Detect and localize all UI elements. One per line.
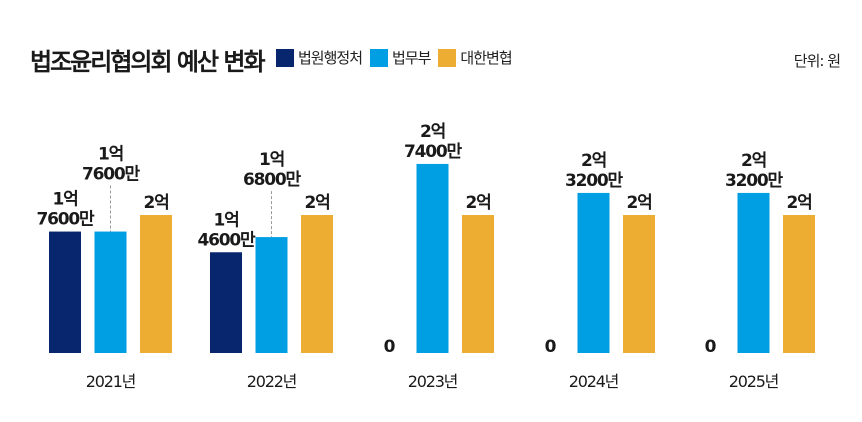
bar-court-admin-2021 <box>49 231 81 353</box>
legend-swatch-bar-association <box>438 48 457 67</box>
chart-title: 법조윤리협의회 예산 변화 <box>30 48 266 76</box>
legend-label-justice-ministry: 법무부 <box>392 49 431 67</box>
value-label-court-admin-2022: 4600만 <box>198 230 257 250</box>
value-label-bar-association-2022: 2억 <box>304 193 329 213</box>
value-label-justice-ministry-2023: 2억 <box>420 122 445 142</box>
value-label-court-admin-2025: 0 <box>705 337 717 357</box>
bar-justice-ministry-2024 <box>577 192 610 353</box>
value-label-justice-ministry-2024: 2억 <box>581 151 606 171</box>
value-label-justice-ministry-2021: 1억 <box>98 145 123 165</box>
legend-swatch-court-admin <box>276 48 294 67</box>
bar-justice-ministry-2023 <box>416 163 449 353</box>
legend: 법원행정처 법무부 대한변협 <box>276 47 520 68</box>
bar-justice-ministry-2025 <box>737 192 770 353</box>
bar-bar-association-2022 <box>301 215 333 353</box>
value-label-justice-ministry-2025: 2억 <box>741 151 766 171</box>
legend-label-court-admin: 법원행정처 <box>298 49 363 67</box>
bar-justice-ministry-2021 <box>94 231 127 353</box>
bar-bar-association-2025 <box>783 215 815 353</box>
bar-bar-association-2024 <box>623 215 655 353</box>
value-label-bar-association-2024: 2억 <box>626 193 651 213</box>
legend-swatch-justice-ministry <box>370 48 389 67</box>
legend-item-bar-association: 대한변협 <box>438 47 513 68</box>
x-tick-label: 2025년 <box>729 372 779 391</box>
value-label-justice-ministry-2021: 7600만 <box>82 165 141 185</box>
value-label-justice-ministry-2022: 6800만 <box>243 170 302 190</box>
value-label-justice-ministry-2022: 1억 <box>259 150 284 170</box>
legend-item-court-admin: 법원행정처 <box>276 47 363 68</box>
legend-label-bar-association: 대한변협 <box>460 49 512 67</box>
value-label-justice-ministry-2023: 7400만 <box>404 142 463 162</box>
bar-court-admin-2022 <box>210 252 242 353</box>
bar-justice-ministry-2022 <box>255 237 288 353</box>
value-label-court-admin-2021: 1억 <box>52 190 77 210</box>
x-tick-label: 2021년 <box>86 372 136 391</box>
value-label-justice-ministry-2024: 3200만 <box>565 171 624 191</box>
x-tick-label: 2024년 <box>569 372 619 391</box>
value-label-court-admin-2021: 7600만 <box>37 210 96 230</box>
value-label-bar-association-2021: 2억 <box>143 193 168 213</box>
value-label-court-admin-2022: 1억 <box>213 210 238 230</box>
bar-bar-association-2023 <box>462 215 494 353</box>
value-label-court-admin-2024: 0 <box>545 337 557 357</box>
legend-item-justice-ministry: 법무부 <box>370 47 431 68</box>
value-label-bar-association-2023: 2억 <box>465 193 490 213</box>
unit-label: 단위: 원 <box>793 52 841 70</box>
value-label-justice-ministry-2025: 3200만 <box>725 171 784 191</box>
x-tick-label: 2022년 <box>247 372 297 391</box>
value-label-bar-association-2025: 2억 <box>786 193 811 213</box>
bar-bar-association-2021 <box>140 215 172 353</box>
x-tick-label: 2023년 <box>408 372 458 391</box>
value-label-court-admin-2023: 0 <box>384 337 396 357</box>
